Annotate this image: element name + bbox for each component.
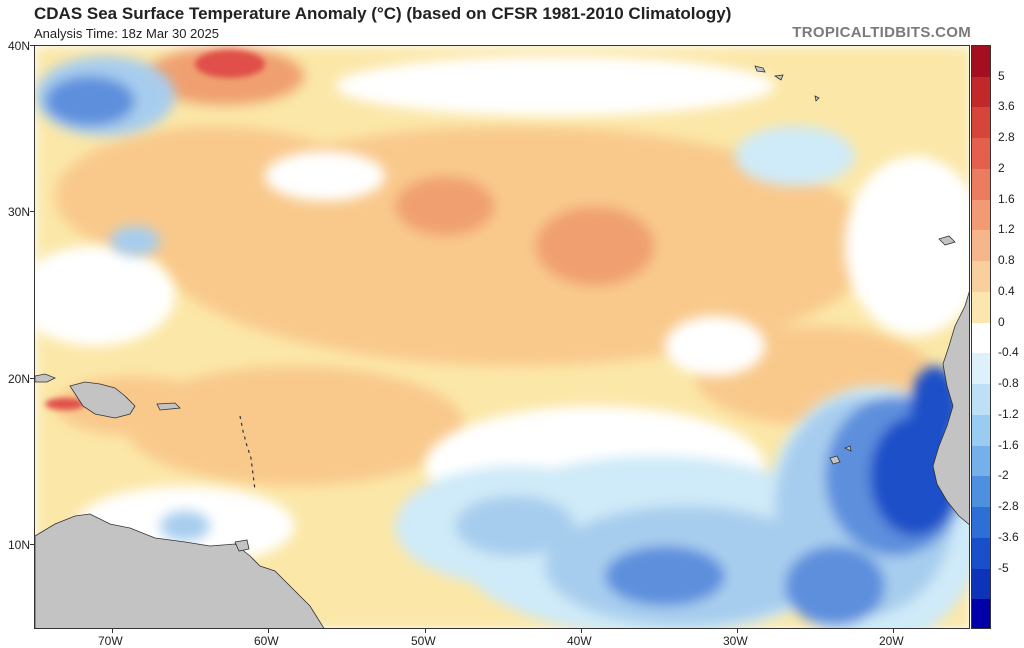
colorbar-segment: [972, 138, 990, 170]
colorbar-label: -1.2: [998, 406, 1019, 421]
madeira-azores: [754, 65, 820, 102]
colorbar-label: -2.8: [998, 499, 1019, 514]
colorbar-label: 1.6: [998, 191, 1015, 206]
colorbar-segment: [972, 322, 990, 354]
trinidad-land: [234, 539, 250, 552]
colorbar-label: 5: [998, 68, 1005, 83]
lat-label-20n: 20N: [7, 372, 30, 386]
lat-label-40n: 40N: [7, 39, 30, 53]
lon-label-30w: 30W: [723, 634, 748, 648]
colorbar-segment: [972, 230, 990, 262]
colorbar-label: 0.4: [998, 283, 1015, 298]
africa-land: [932, 291, 969, 525]
tick-40n: [30, 45, 34, 46]
hispaniola-land: [69, 381, 136, 419]
colorbar-segment: [972, 353, 990, 385]
colorbar-label: -3.6: [998, 529, 1019, 544]
sst-anomaly-map: [34, 45, 970, 629]
colorbar-label: -5: [998, 560, 1009, 575]
cape-verde-land: [829, 445, 852, 465]
colorbar-label: 0: [998, 314, 1005, 329]
tick-60w: [268, 629, 269, 633]
colorbar-segment: [972, 107, 990, 139]
colorbar-label: 2: [998, 160, 1005, 175]
lon-label-40w: 40W: [567, 634, 592, 648]
tick-20n: [30, 378, 34, 379]
map-canvas: [35, 46, 969, 628]
tick-40w: [581, 629, 582, 633]
colorbar-label: -1.6: [998, 437, 1019, 452]
colorbar-segment: [972, 476, 990, 508]
lon-label-50w: 50W: [411, 634, 436, 648]
analysis-time: Analysis Time: 18z Mar 30 2025: [34, 26, 219, 41]
colorbar-label: 3.6: [998, 99, 1015, 114]
lon-label-20w: 20W: [879, 634, 904, 648]
colorbar-segment: [972, 507, 990, 539]
colorbar-segment: [972, 414, 990, 447]
brand-watermark: TROPICALTIDBITS.COM: [792, 24, 971, 41]
canary-islands-land: [938, 235, 956, 246]
tick-70w: [112, 629, 113, 633]
colorbar-segment: [972, 261, 990, 293]
colorbar-segment: [972, 568, 990, 600]
colorbar-segment: [972, 599, 990, 628]
lon-label-70w: 70W: [98, 634, 123, 648]
colorbar-segment: [972, 445, 990, 477]
tick-50w: [425, 629, 426, 633]
colorbar-segment: [972, 384, 990, 416]
lat-label-10n: 10N: [7, 538, 30, 552]
tick-30n: [30, 211, 34, 212]
tick-30w: [737, 629, 738, 633]
colorbar: [971, 45, 991, 629]
colorbar-segment: [972, 76, 990, 108]
south-america-land: [35, 513, 325, 628]
tick-20w: [893, 629, 894, 633]
puerto-rico-land: [156, 402, 181, 411]
lesser-antilles-arc: [239, 415, 256, 491]
land-masses: [35, 65, 969, 628]
tick-10n: [30, 544, 34, 545]
colorbar-segment: [972, 537, 990, 570]
colorbar-label: -0.8: [998, 376, 1019, 391]
colorbar-segment: [972, 46, 990, 78]
colorbar-label: -2: [998, 468, 1009, 483]
colorbar-label: -0.4: [998, 345, 1019, 360]
lon-label-60w: 60W: [254, 634, 279, 648]
colorbar-label: 1.2: [998, 222, 1015, 237]
colorbar-segment: [972, 291, 990, 324]
colorbar-segment: [972, 199, 990, 231]
colorbar-label: 0.8: [998, 253, 1015, 268]
lat-label-30n: 30N: [7, 205, 30, 219]
colorbar-segment: [972, 168, 990, 201]
cool-anomaly-field: [35, 56, 969, 628]
colorbar-label: 2.8: [998, 130, 1015, 145]
chart-title: CDAS Sea Surface Temperature Anomaly (°C…: [34, 4, 732, 23]
cuba-land: [35, 373, 56, 383]
